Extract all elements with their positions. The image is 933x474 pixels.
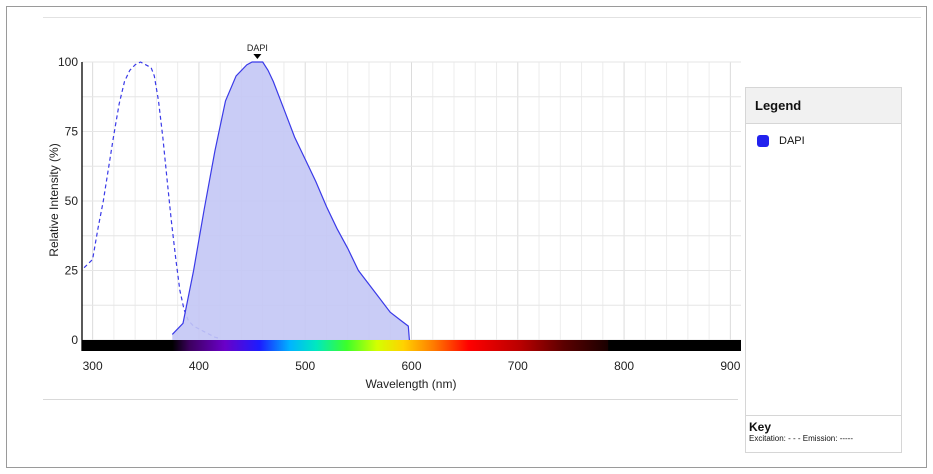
spectrum-chart: 300 400 500 600 700 800 900 0 25 50 75 100 Waveleng… bbox=[47, 43, 741, 391]
top-divider bbox=[43, 17, 921, 18]
key-title: Key bbox=[749, 420, 772, 434]
y-tick-label: 75 bbox=[65, 125, 79, 139]
series-layer bbox=[83, 61, 410, 341]
x-axis-label: Wavelength (nm) bbox=[366, 377, 457, 391]
y-tick-label: 100 bbox=[58, 55, 78, 69]
grid-lines bbox=[82, 61, 741, 341]
legend-item-dapi[interactable]: DAPI bbox=[757, 135, 901, 147]
x-tick-label: 500 bbox=[295, 359, 315, 373]
spectrum-color-bar bbox=[172, 340, 609, 351]
legend-title: Legend bbox=[746, 88, 901, 124]
x-tick-label: 600 bbox=[401, 359, 421, 373]
emission-curve bbox=[171, 61, 410, 341]
tick-labels: 300 400 500 600 700 800 900 0 25 50 75 100 bbox=[58, 55, 741, 373]
legend-item-label: DAPI bbox=[779, 135, 805, 147]
x-tick-label: 800 bbox=[614, 359, 634, 373]
emission-fill-area bbox=[172, 62, 410, 340]
x-tick-label: 900 bbox=[720, 359, 740, 373]
x-tick-label: 300 bbox=[83, 359, 103, 373]
y-axis-label: Relative Intensity (%) bbox=[47, 143, 61, 256]
legend-panel: Legend DAPI Key Excitation: - - - Emissi… bbox=[745, 87, 902, 453]
key-box: Key Excitation: - - - Emission: ----- bbox=[746, 415, 901, 452]
x-tick-label: 700 bbox=[508, 359, 528, 373]
y-tick-label: 0 bbox=[71, 333, 78, 347]
peak-annotation-label: DAPI bbox=[247, 43, 268, 53]
peak-marker-icon bbox=[253, 54, 262, 59]
y-tick-label: 25 bbox=[65, 264, 79, 278]
bottom-divider bbox=[43, 399, 738, 400]
x-tick-label: 400 bbox=[189, 359, 209, 373]
key-text: Excitation: - - - Emission: ----- bbox=[749, 434, 854, 443]
legend-swatch bbox=[757, 135, 769, 147]
y-tick-label: 50 bbox=[65, 194, 79, 208]
